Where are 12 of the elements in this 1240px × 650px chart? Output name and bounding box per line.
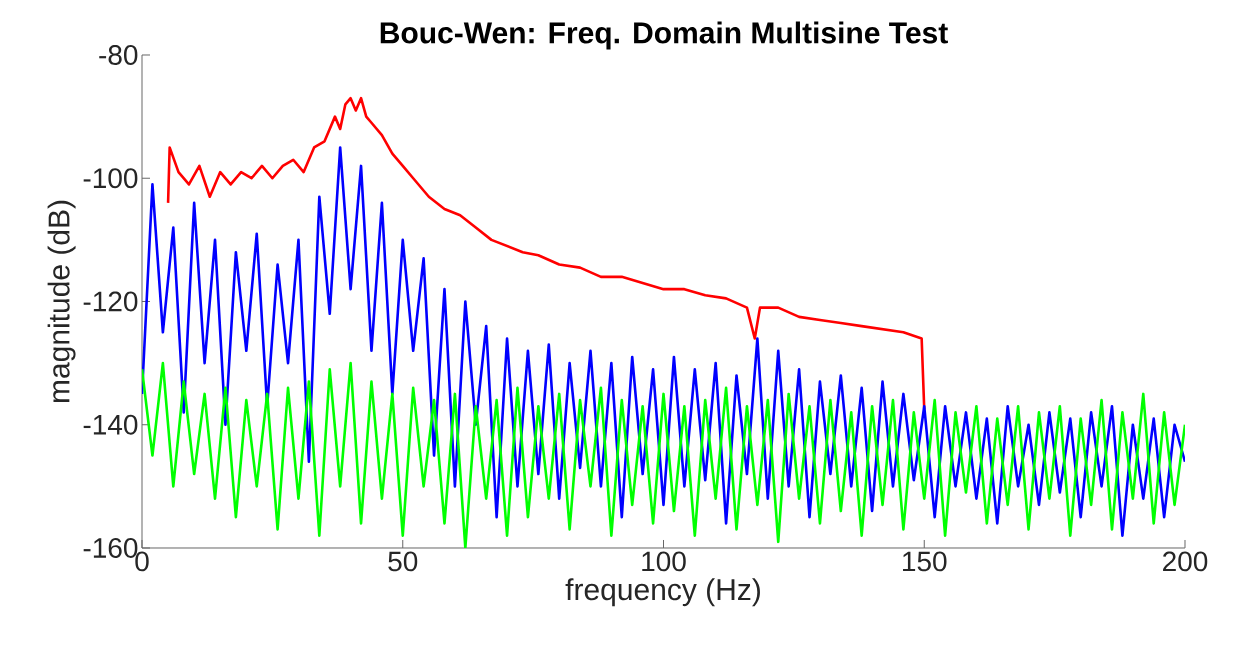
x-tick-label: 50 xyxy=(388,551,418,572)
x-tick-label: 100 xyxy=(642,551,686,572)
x-tick-label: 150 xyxy=(903,551,947,572)
y-tick-label: -120 xyxy=(83,291,138,312)
line-series xyxy=(142,146,1185,537)
x-axis-title: frequency (Hz) xyxy=(565,578,760,607)
y-axis-title: magnitude (dB) xyxy=(47,200,76,403)
y-tick-label: -100 xyxy=(83,168,138,189)
x-tick-label: 200 xyxy=(1163,551,1208,572)
y-tick-label: -140 xyxy=(83,414,138,435)
chart-title: Bouc-Wen: Freq. Domain Multisine Test xyxy=(380,21,948,50)
y-tick-label: -80 xyxy=(99,45,138,65)
